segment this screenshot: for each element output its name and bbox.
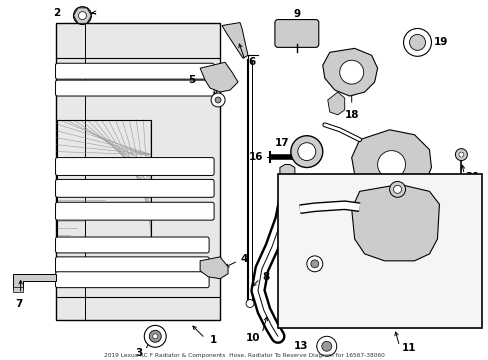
Circle shape	[297, 143, 315, 161]
Text: 5: 5	[187, 75, 195, 85]
Polygon shape	[322, 48, 377, 96]
Polygon shape	[279, 165, 294, 189]
Circle shape	[78, 12, 86, 19]
Circle shape	[290, 136, 322, 167]
Text: 19: 19	[432, 37, 447, 48]
Text: 2: 2	[53, 8, 61, 18]
Bar	[277, 175, 481, 328]
Text: 2019 Lexus RC F Radiator & Components  Hose, Radiator To Reserve Diagram for 165: 2019 Lexus RC F Radiator & Components Ho…	[104, 353, 384, 358]
Circle shape	[152, 334, 158, 339]
Circle shape	[458, 152, 463, 157]
Circle shape	[454, 149, 467, 161]
FancyBboxPatch shape	[56, 158, 214, 175]
Text: 15: 15	[293, 276, 307, 286]
Text: 9: 9	[293, 9, 300, 19]
Circle shape	[403, 28, 430, 56]
FancyBboxPatch shape	[56, 80, 214, 96]
Circle shape	[245, 300, 253, 307]
Bar	[56, 23, 220, 320]
Text: 13: 13	[293, 341, 307, 351]
Text: 14: 14	[287, 216, 302, 226]
Circle shape	[408, 35, 425, 50]
FancyBboxPatch shape	[274, 19, 318, 48]
Text: 7: 7	[15, 298, 22, 309]
Circle shape	[321, 341, 331, 351]
FancyBboxPatch shape	[56, 237, 209, 253]
Text: 1: 1	[210, 335, 217, 345]
Circle shape	[149, 330, 161, 342]
Text: 21: 21	[465, 172, 479, 183]
Polygon shape	[351, 130, 430, 197]
FancyBboxPatch shape	[56, 257, 209, 273]
FancyBboxPatch shape	[56, 202, 214, 220]
Text: 4: 4	[240, 254, 247, 264]
Circle shape	[393, 185, 401, 193]
Text: 20: 20	[382, 214, 396, 224]
Text: 16: 16	[248, 152, 263, 162]
Circle shape	[389, 181, 405, 197]
Circle shape	[339, 60, 363, 84]
Text: 3: 3	[135, 348, 142, 358]
FancyBboxPatch shape	[56, 272, 209, 288]
Circle shape	[73, 6, 91, 24]
FancyBboxPatch shape	[56, 179, 214, 197]
Bar	[57, 120, 151, 249]
Circle shape	[377, 150, 405, 179]
Bar	[13, 287, 22, 292]
Circle shape	[306, 256, 322, 272]
Text: 17: 17	[275, 138, 289, 148]
Text: 6: 6	[247, 57, 255, 67]
FancyBboxPatch shape	[56, 63, 214, 79]
Polygon shape	[222, 23, 247, 58]
Polygon shape	[351, 184, 439, 261]
Text: 8: 8	[262, 272, 269, 282]
Text: 11: 11	[401, 343, 415, 353]
Circle shape	[211, 93, 224, 107]
Circle shape	[310, 260, 318, 268]
Polygon shape	[13, 274, 56, 289]
Polygon shape	[327, 92, 344, 115]
Circle shape	[215, 97, 221, 103]
Polygon shape	[200, 62, 238, 92]
Text: 12: 12	[447, 184, 461, 194]
Polygon shape	[200, 257, 227, 279]
Circle shape	[316, 336, 336, 356]
Text: 10: 10	[245, 333, 260, 343]
Circle shape	[144, 325, 166, 347]
Text: 18: 18	[344, 110, 358, 120]
